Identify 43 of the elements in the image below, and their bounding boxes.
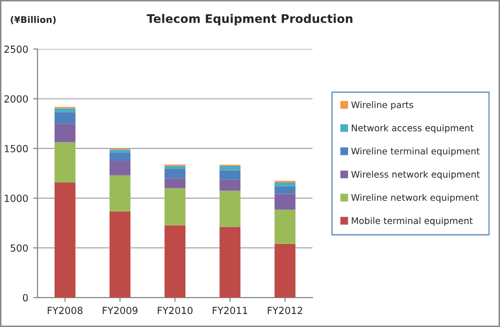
y-tick-label: 1000	[4, 194, 28, 202]
bar	[110, 160, 130, 176]
y-tick-label: 0	[22, 294, 28, 302]
bar	[110, 175, 130, 212]
x-tick-label: FY2012	[268, 306, 302, 314]
bar	[164, 188, 186, 226]
bar	[274, 194, 296, 210]
bar	[274, 182, 296, 186]
legend-label: Network access equipment	[352, 124, 474, 134]
chart-title: Telecom Equipment Production	[146, 14, 352, 26]
x-tick-label: FY2009	[102, 306, 138, 314]
legend-label: Mobile terminal equipment	[352, 217, 473, 226]
bar	[110, 211, 130, 298]
legend-label: Wireline terminal equipment	[351, 148, 480, 156]
y-tick-label: 2500	[4, 46, 28, 53]
y-tick-label: 2000	[4, 95, 28, 103]
bar	[110, 152, 130, 161]
legend-label: Wireline network equipment	[351, 194, 479, 203]
bar	[164, 225, 186, 298]
bar	[220, 180, 240, 191]
bar	[164, 178, 186, 188]
y-tick-label: 1500	[4, 144, 28, 152]
legend-label: Wireless network equipment	[351, 170, 480, 180]
bar	[220, 190, 240, 227]
bar	[54, 182, 76, 298]
bar	[110, 150, 130, 152]
bar	[54, 108, 76, 112]
bar	[164, 168, 186, 178]
bar	[220, 170, 240, 180]
bar	[274, 210, 296, 244]
bar	[274, 244, 296, 298]
bar	[54, 112, 76, 124]
legend-label: Wireline parts	[351, 101, 414, 110]
bar	[54, 142, 76, 182]
bar	[54, 124, 76, 142]
bar	[220, 226, 240, 298]
x-tick-label: FY2010	[158, 306, 192, 314]
y-axis-title: (¥Billion)	[10, 16, 56, 24]
x-tick-label: FY2008	[48, 306, 82, 314]
y-tick-label: 500	[10, 244, 28, 252]
x-tick-label: FY2011	[212, 306, 248, 314]
bar	[274, 186, 296, 194]
bar	[220, 166, 240, 170]
